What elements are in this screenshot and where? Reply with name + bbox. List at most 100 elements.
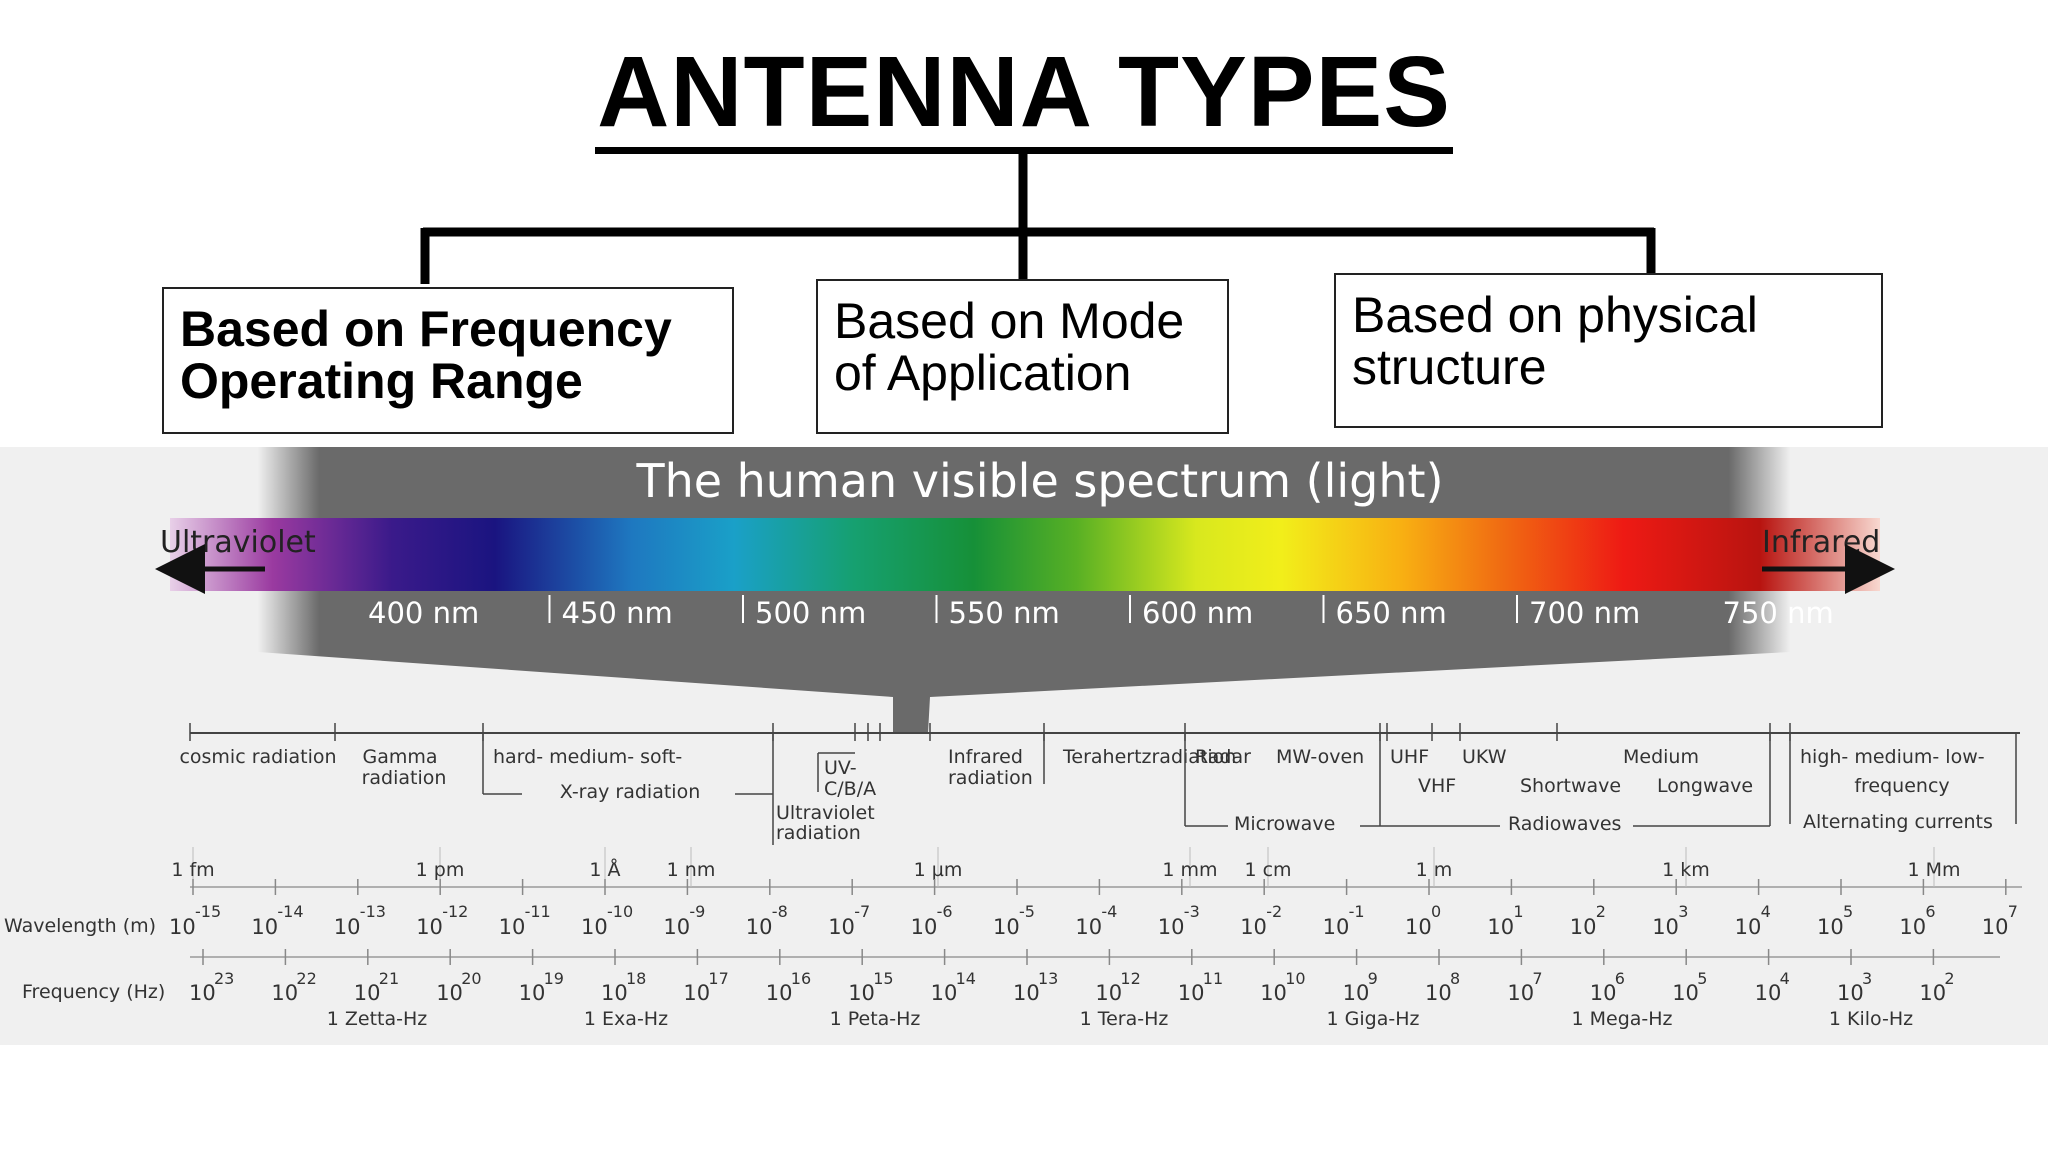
em-spectrum-diagram: The human visible spectrum (light) Ultra… <box>0 447 2048 1045</box>
ultraviolet-label: radiation <box>776 822 861 844</box>
wavelength-base: 10 <box>169 915 196 939</box>
diagram-title: ANTENNA TYPES <box>0 35 2048 154</box>
nm-tick-label: 550 nm <box>949 596 1060 630</box>
currents-bottom-label: Alternating currents <box>1803 811 1993 833</box>
wavelength-exponent: -13 <box>360 902 386 921</box>
shortwave-label: Shortwave <box>1520 775 1621 797</box>
nm-tick-label: 450 nm <box>562 596 673 630</box>
unit-label: 1 µm <box>914 859 963 881</box>
frequency-base: 10 <box>1507 981 1534 1005</box>
wavelength-base: 10 <box>663 915 690 939</box>
radar-label: Radar <box>1195 746 1251 768</box>
infrared-radiation-label: radiation <box>948 767 1033 789</box>
wavelength-base: 10 <box>581 915 608 939</box>
wavelength-exponent: 4 <box>1761 902 1771 921</box>
wavelength-exponent: 0 <box>1431 902 1441 921</box>
xray-bottom-label: X-ray radiation <box>560 781 701 803</box>
frequency-exponent: 21 <box>379 969 399 988</box>
frequency-name: 1 Zetta-Hz <box>327 1008 428 1030</box>
wavelength-base: 10 <box>1075 915 1102 939</box>
wavelength-exponent: -4 <box>1101 902 1117 921</box>
currents-top-label: high- medium- low- <box>1800 746 1985 768</box>
frequency-exponent: 9 <box>1368 969 1378 988</box>
ultraviolet-label: Ultraviolet <box>776 802 875 824</box>
unit-label: 1 fm <box>171 859 214 881</box>
frequency-base: 10 <box>766 981 793 1005</box>
unit-label: 1 pm <box>416 859 465 881</box>
wavelength-exponent: -5 <box>1019 902 1035 921</box>
frequency-exponent: 22 <box>296 969 316 988</box>
uv-sub-label: C/B/A <box>824 778 876 800</box>
frequency-exponent: 20 <box>461 969 481 988</box>
title-text: ANTENNA TYPES <box>595 37 1453 154</box>
frequency-name: 1 Kilo-Hz <box>1829 1008 1913 1030</box>
frequency-base: 10 <box>519 981 546 1005</box>
frequency-exponent: 15 <box>873 969 893 988</box>
nm-tick-label: 650 nm <box>1336 596 1447 630</box>
unit-label: 1 Mm <box>1907 859 1960 881</box>
frequency-exponent: 17 <box>708 969 728 988</box>
category-physical-structure: Based on physical structure <box>1334 273 1883 428</box>
frequency-base: 10 <box>1755 981 1782 1005</box>
wavelength-base: 10 <box>334 915 361 939</box>
wavelength-base: 10 <box>1487 915 1514 939</box>
frequency-exponent: 18 <box>626 969 646 988</box>
wavelength-base: 10 <box>746 915 773 939</box>
wavelength-base: 10 <box>1158 915 1185 939</box>
category-label: Based on Frequency Operating Range <box>180 301 672 409</box>
unit-label: 1 mm <box>1162 859 1217 881</box>
nm-tick-label: 500 nm <box>755 596 866 630</box>
frequency-exponent: 19 <box>544 969 564 988</box>
gamma-label: radiation <box>362 767 447 789</box>
wavelength-axis-title: Wavelength (m) <box>4 915 156 937</box>
frequency-base: 10 <box>271 981 298 1005</box>
frequency-base: 10 <box>1425 981 1452 1005</box>
wavelength-exponent: -7 <box>854 902 870 921</box>
currents-mid-label: frequency <box>1854 775 1949 797</box>
category-frequency-range: Based on Frequency Operating Range <box>162 287 734 434</box>
wavelength-exponent: -3 <box>1184 902 1200 921</box>
uv-sub-label: UV- <box>824 757 857 779</box>
wavelength-base: 10 <box>1240 915 1267 939</box>
mw-oven-label: MW-oven <box>1276 746 1364 768</box>
frequency-base: 10 <box>436 981 463 1005</box>
frequency-base: 10 <box>683 981 710 1005</box>
wavelength-exponent: 6 <box>1925 902 1935 921</box>
frequency-base: 10 <box>1672 981 1699 1005</box>
frequency-exponent: 3 <box>1862 969 1872 988</box>
frequency-base: 10 <box>1095 981 1122 1005</box>
frequency-base: 10 <box>1178 981 1205 1005</box>
frequency-name: 1 Mega-Hz <box>1571 1008 1672 1030</box>
wavelength-exponent: -15 <box>195 902 221 921</box>
nm-tick-label: 750 nm <box>1723 596 1834 630</box>
wavelength-base: 10 <box>1405 915 1432 939</box>
unit-label: 1 Å <box>589 858 620 881</box>
infrared-radiation-label: Infrared <box>948 746 1023 768</box>
tree-connectors <box>420 154 1656 284</box>
category-label: Based on Mode of Application <box>834 293 1185 401</box>
wavelength-base: 10 <box>828 915 855 939</box>
frequency-base: 10 <box>189 981 216 1005</box>
frequency-exponent: 11 <box>1203 969 1223 988</box>
unit-label: 1 nm <box>667 859 716 881</box>
xray-top-label: hard- medium- soft- <box>493 746 682 768</box>
wavelength-base: 10 <box>993 915 1020 939</box>
wavelength-base: 10 <box>416 915 443 939</box>
frequency-name: 1 Tera-Hz <box>1080 1008 1169 1030</box>
frequency-exponent: 12 <box>1120 969 1140 988</box>
microwave-label: Microwave <box>1234 813 1335 835</box>
wavelength-exponent: -6 <box>937 902 953 921</box>
nm-tick-label: 600 nm <box>1142 596 1253 630</box>
frequency-base: 10 <box>1260 981 1287 1005</box>
frequency-exponent: 13 <box>1038 969 1058 988</box>
ultraviolet-label: Ultraviolet <box>160 525 316 560</box>
wavelength-base: 10 <box>911 915 938 939</box>
wavelength-exponent: -1 <box>1349 902 1365 921</box>
frequency-exponent: 2 <box>1944 969 1954 988</box>
wavelength-exponent: 5 <box>1843 902 1853 921</box>
vhf-label: VHF <box>1418 775 1456 797</box>
frequency-base: 10 <box>1837 981 1864 1005</box>
wavelength-base: 10 <box>1652 915 1679 939</box>
wavelength-exponent: -8 <box>772 902 788 921</box>
